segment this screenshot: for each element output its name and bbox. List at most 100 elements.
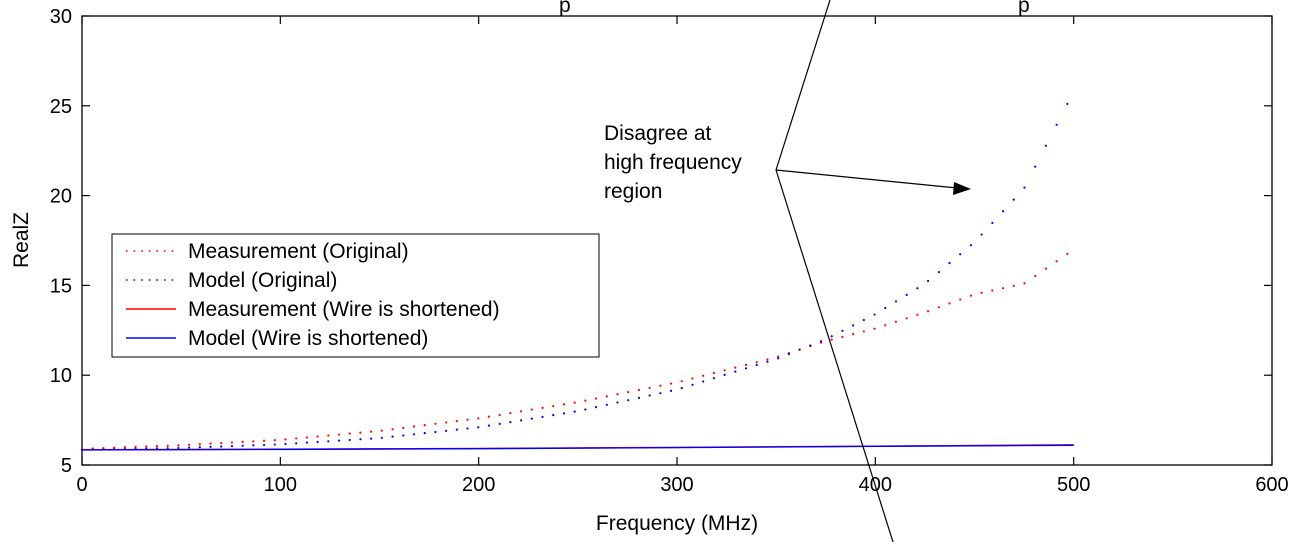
series-1-dot	[209, 445, 212, 448]
series-0-dot	[166, 444, 169, 447]
series-1-dot	[316, 440, 319, 444]
series-1-dot	[520, 419, 523, 422]
series-0-dot	[530, 408, 533, 411]
x-tick-label-6: 600	[1255, 474, 1288, 496]
series-0-dot	[1034, 274, 1037, 278]
series-0-dot	[327, 434, 330, 437]
series-0-dot	[155, 445, 159, 448]
series-1-dot	[166, 447, 169, 450]
series-1-dot	[230, 445, 234, 448]
series-1-dot	[787, 352, 790, 356]
series-0-dot	[1066, 252, 1069, 255]
series-1-dot	[402, 434, 405, 437]
series-1-dot	[862, 318, 865, 322]
series-1-dot	[370, 437, 373, 440]
series-0-dot	[209, 442, 212, 445]
legend-label-model-original: Model (Original)	[188, 269, 337, 292]
series-1-dot	[562, 412, 566, 415]
series-0-dot	[391, 428, 394, 431]
series-0-dot	[1055, 260, 1058, 263]
series-0-dot	[1001, 287, 1005, 290]
series-1-dot	[734, 370, 737, 373]
series-0-dot	[991, 289, 994, 292]
series-1-dot	[777, 357, 780, 360]
series-1-dot	[284, 442, 287, 446]
series-1	[80, 102, 1069, 451]
series-1-dot	[723, 373, 726, 377]
series-3	[81, 444, 1074, 451]
series-1-dot	[819, 340, 823, 343]
series-1-dot	[348, 438, 351, 442]
series-1-dot	[455, 428, 458, 431]
series-0-dot	[284, 438, 287, 441]
series-1-dot	[487, 424, 491, 427]
y-tick-labels: 5 10 15 20 25 30	[50, 6, 72, 477]
series-1-dot	[841, 329, 844, 332]
legend-label-measurement-original: Measurement (Original)	[188, 240, 409, 263]
series-0-dot	[702, 374, 705, 377]
y-tick-label-1: 10	[50, 365, 72, 387]
series-0-dot	[370, 430, 373, 433]
series-0-dot	[723, 369, 726, 372]
series-1-dot	[573, 410, 576, 413]
series-1-dot	[273, 443, 276, 446]
series-0-dot	[252, 440, 255, 443]
series-0-dot	[862, 330, 865, 333]
series-1-dot	[766, 360, 769, 363]
series-0-dot	[712, 371, 715, 375]
series-0-dot	[455, 419, 458, 423]
series-1-dot	[327, 440, 330, 443]
annotation-line-down	[775, 169, 894, 542]
series-1-dot	[241, 444, 244, 447]
annotation-line-2: high frequency	[604, 151, 742, 174]
series-0-dot	[573, 401, 576, 404]
series-0-dot	[755, 361, 758, 364]
series-0-dot	[402, 426, 405, 429]
series-0-dot	[830, 338, 833, 341]
series-0-dot	[969, 294, 973, 297]
series-0-dot	[466, 418, 469, 421]
series-1-dot	[434, 430, 437, 434]
series-0-dot	[594, 397, 598, 400]
series-0-dot	[434, 422, 437, 425]
series-1-dot	[337, 439, 341, 442]
series-0-dot	[605, 395, 608, 398]
y-tick-label-5: 30	[50, 6, 72, 28]
x-tick-label-5: 500	[1057, 474, 1090, 496]
series-1-dot	[359, 438, 362, 441]
y-tick-label-4: 25	[50, 96, 72, 118]
series-1-dot	[680, 387, 683, 390]
series-1-dot	[616, 401, 619, 404]
series-1-dot	[712, 377, 715, 380]
series-1-dot	[659, 392, 662, 395]
series-1-dot	[220, 445, 223, 448]
series-0-dot	[562, 403, 566, 406]
series-0-dot	[766, 358, 769, 361]
series-1-dot	[177, 446, 180, 450]
series-1-dot	[530, 417, 533, 420]
series-1-dot	[948, 262, 951, 265]
series-1-dot	[980, 233, 983, 236]
series-1-dot	[830, 335, 833, 338]
series-1-dot	[884, 306, 887, 310]
series-0-dot	[380, 429, 383, 432]
series-0-dot	[926, 310, 930, 313]
series-1-dot	[252, 444, 255, 447]
series-0-dot	[659, 384, 662, 387]
series-0-dot	[220, 441, 223, 445]
series-1-dot	[412, 433, 416, 436]
series-1-dot	[1066, 102, 1069, 105]
series-0-dot	[337, 433, 341, 436]
series-1-dot	[702, 380, 705, 383]
series-0-dot	[177, 444, 180, 447]
series-1-dot	[991, 221, 994, 224]
series-1-dot	[477, 426, 480, 429]
annotation-arrow-shaft	[775, 169, 958, 189]
series-0-dot	[680, 380, 683, 383]
series-1-dot	[969, 244, 973, 247]
series-1-dot	[873, 313, 876, 316]
series-1-dot	[627, 399, 630, 402]
series-0-dot	[145, 445, 148, 448]
legend-box	[111, 233, 600, 358]
